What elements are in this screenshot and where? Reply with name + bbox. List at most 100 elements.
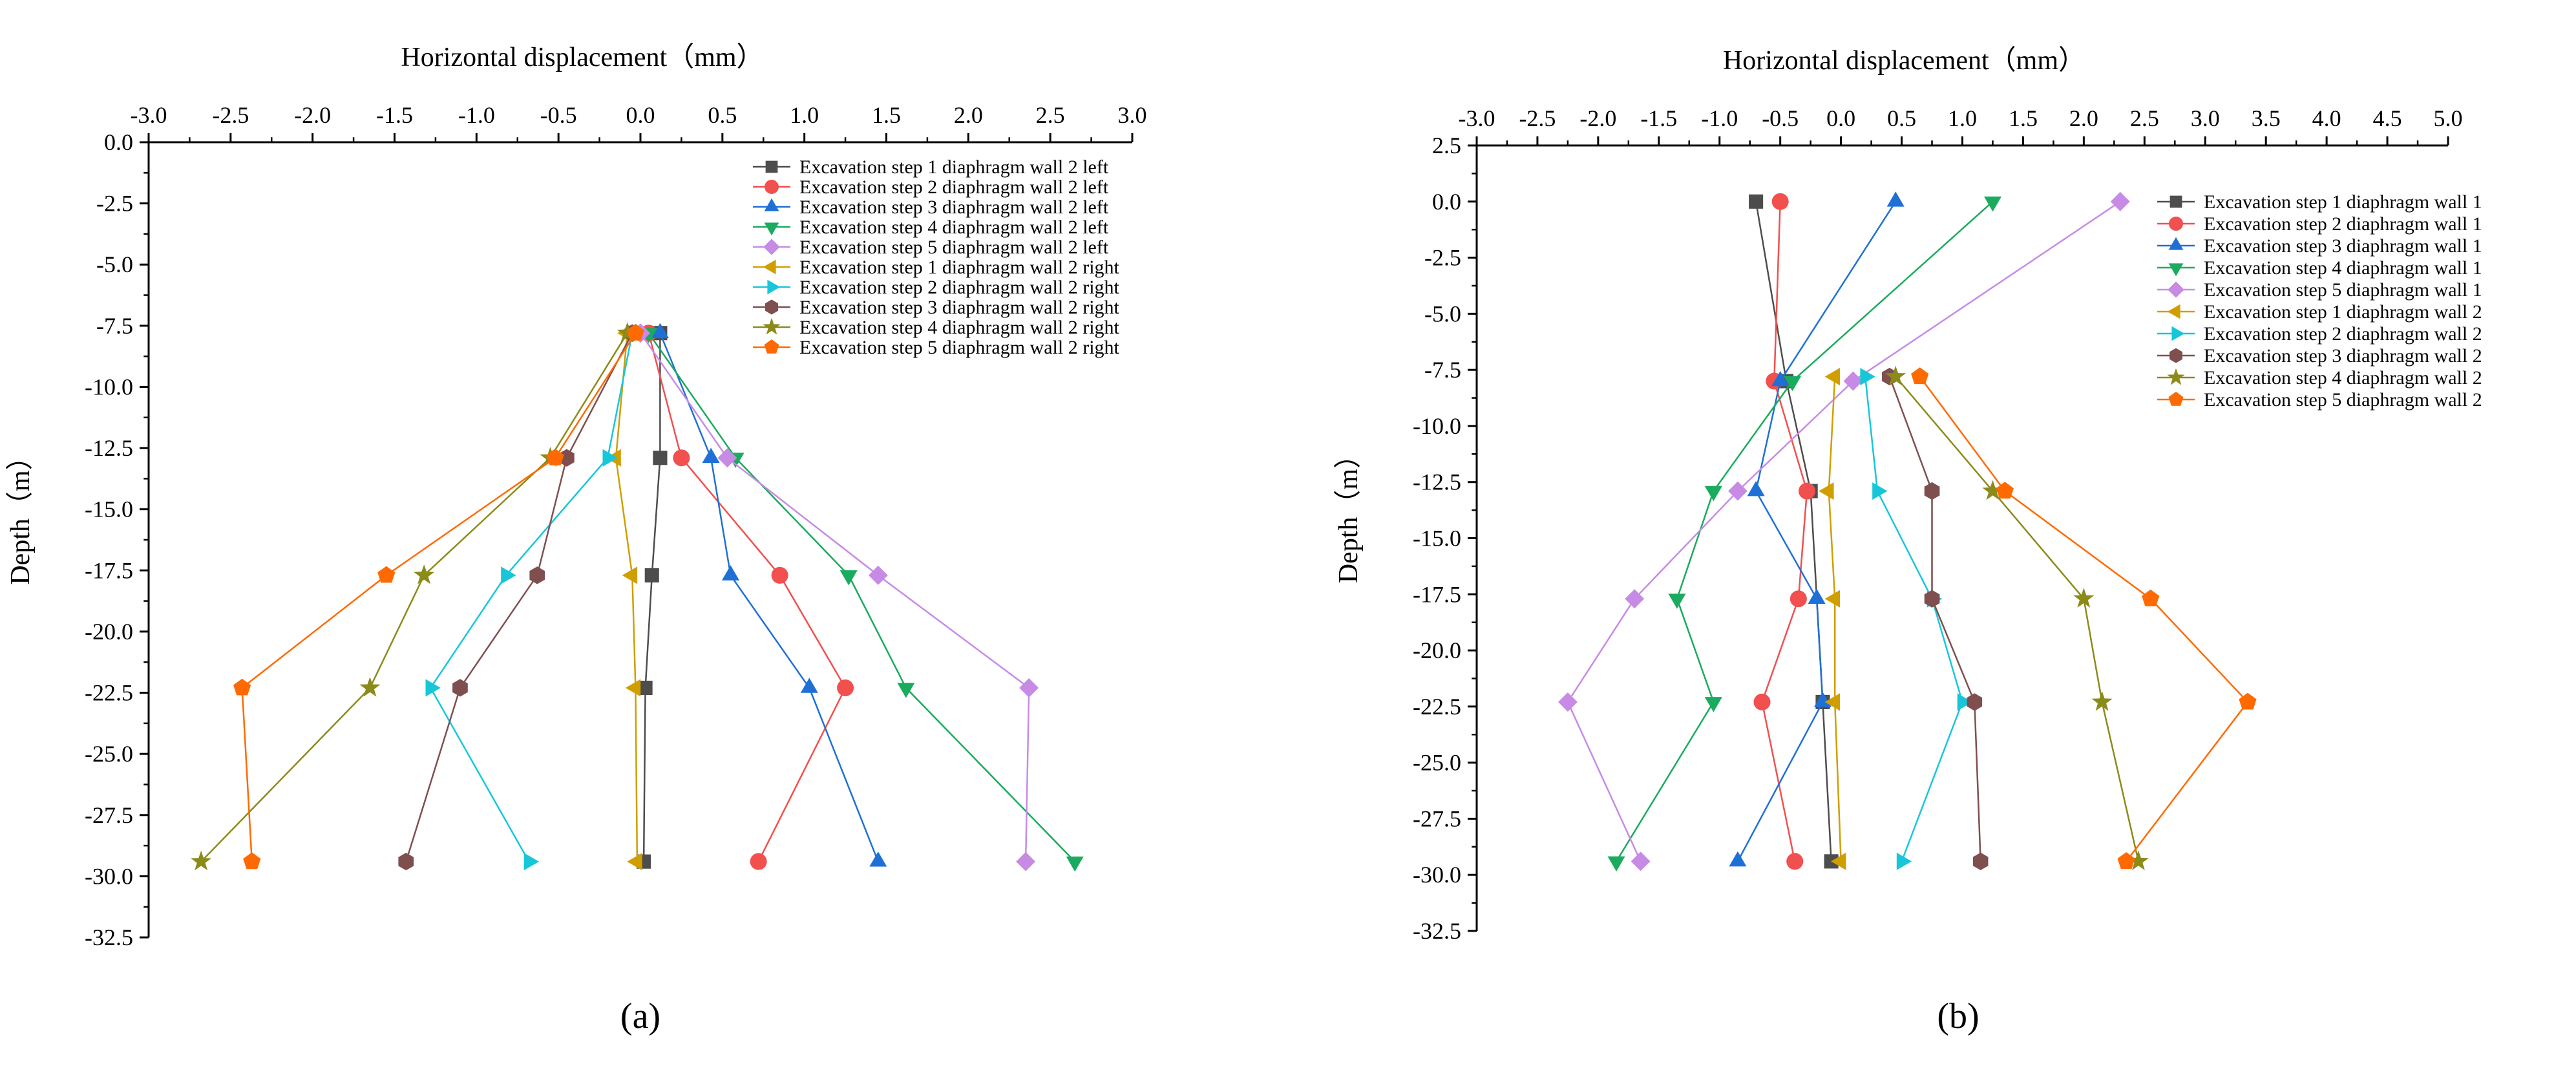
legend-item: Excavation step 2 diaphragm wall 2 left [753, 176, 1109, 198]
legend-item: Excavation step 3 diaphragm wall 2 left [753, 197, 1109, 218]
legend-label: Excavation step 3 diaphragm wall 1 [2204, 235, 2482, 257]
legend-marker [2167, 368, 2185, 385]
series-line [659, 332, 879, 862]
data-point [1729, 851, 1747, 867]
data-point [233, 678, 251, 696]
legend-label: Excavation step 2 diaphragm wall 2 left [799, 176, 1109, 198]
legend-item: Excavation step 4 diaphragm wall 2 [2157, 367, 2482, 389]
legend-label: Excavation step 2 diaphragm wall 2 [2204, 323, 2482, 345]
series-line [1919, 376, 2249, 862]
legend-label: Excavation step 5 diaphragm wall 1 [2204, 279, 2482, 301]
data-point [529, 566, 545, 584]
series-line [642, 333, 661, 862]
legend-item: Excavation step 5 diaphragm wall 2 left [753, 237, 1109, 258]
x-tick-label: -1.0 [1701, 105, 1738, 131]
series-9 [191, 322, 638, 871]
legend-label: Excavation step 1 diaphragm wall 2 right [799, 257, 1120, 278]
data-point [1771, 370, 1789, 387]
series-6 [1819, 368, 1846, 870]
y-tick-label: -32.5 [85, 924, 133, 950]
data-point [622, 566, 638, 584]
legend-item: Excavation step 2 diaphragm wall 2 [2157, 323, 2482, 345]
data-point [191, 850, 212, 871]
series-line [429, 332, 633, 862]
y-tick-label: -17.5 [85, 557, 133, 583]
x-tick-label: 1.5 [872, 102, 901, 128]
legend-marker [2168, 237, 2184, 250]
legend-item: Excavation step 1 diaphragm wall 2 [2157, 301, 2482, 323]
legend-label: Excavation step 4 diaphragm wall 2 right [799, 317, 1120, 338]
legend-item: Excavation step 5 diaphragm wall 2 [2157, 389, 2482, 411]
y-tick-label: -30.0 [1413, 862, 1461, 888]
legend-marker [765, 160, 778, 173]
legend-marker [2168, 281, 2184, 298]
series-line [1864, 376, 1963, 862]
x-tick-label: 1.0 [790, 102, 819, 128]
panel-label: (a) [620, 996, 660, 1036]
series-line [200, 332, 628, 862]
y-tick-label: -7.5 [96, 313, 133, 339]
legend-marker [765, 180, 779, 194]
x-tick-label: 2.0 [2069, 105, 2098, 131]
legend-label: Excavation step 2 diaphragm wall 1 [2204, 213, 2482, 235]
legend-marker [2167, 304, 2180, 319]
series-line [405, 332, 633, 862]
series-10 [233, 323, 644, 870]
x-axis-title: Horizontal displacement（mm） [1723, 46, 2085, 76]
data-point [1831, 852, 1846, 870]
data-point [617, 322, 638, 342]
legend-label: Excavation step 4 diaphragm wall 2 left [799, 217, 1109, 238]
x-tick-label: -0.5 [1762, 105, 1799, 131]
data-point [2073, 588, 2095, 608]
y-tick-label: -5.0 [96, 251, 133, 277]
legend-label: Excavation step 5 diaphragm wall 2 [2204, 389, 2482, 411]
data-point [868, 565, 888, 585]
legend-label: Excavation step 3 diaphragm wall 2 right [799, 297, 1120, 318]
data-point [627, 853, 642, 871]
data-point [523, 853, 540, 871]
x-tick-label: 0.5 [1887, 105, 1916, 131]
data-point [546, 448, 564, 465]
panel-b: -3.0 -2.5 -2.0 -1.5 -1.0 -0.5 0.0 0.5 1.0 1.5 2.0 2… [1334, 46, 2482, 1036]
data-point [1808, 588, 1826, 604]
x-tick-label: -1.0 [458, 102, 495, 128]
series-line [1567, 200, 2121, 862]
legend-label: Excavation step 4 diaphragm wall 1 [2204, 257, 2482, 279]
x-tick-label: -3.0 [1459, 105, 1495, 131]
data-point [653, 451, 668, 465]
legend-label: Excavation step 1 diaphragm wall 1 [2204, 191, 2482, 213]
legend-item: Excavation step 3 diaphragm wall 2 right [753, 297, 1120, 318]
x-tick-label: -2.5 [212, 102, 249, 128]
data-point [771, 566, 788, 584]
data-point [2117, 852, 2135, 869]
data-point [1704, 486, 1722, 502]
y-tick-label: -15.0 [85, 497, 133, 522]
data-point [1885, 365, 1906, 386]
x-tick-label: -0.5 [540, 102, 577, 128]
legend-item: Excavation step 4 diaphragm wall 2 left [753, 217, 1109, 238]
legend-marker [764, 222, 779, 236]
data-point [1872, 482, 1888, 500]
series-line [1755, 201, 1832, 862]
data-point [1886, 191, 1905, 207]
data-point [1558, 692, 1578, 712]
legend-marker [765, 299, 778, 315]
legend: Excavation step 1 diaphragm wall 2 leftE… [753, 156, 1120, 358]
data-point [1843, 371, 1863, 391]
y-tick-label: -32.5 [1413, 918, 1461, 944]
y-tick-label: 0.0 [1432, 189, 1461, 215]
y-tick-label: 2.5 [1432, 133, 1461, 158]
data-point [1996, 482, 2014, 499]
legend-item: Excavation step 1 diaphragm wall 1 [2157, 191, 2482, 213]
data-point [452, 679, 468, 697]
x-tick-label: -3.0 [131, 102, 167, 128]
data-point [1911, 367, 1929, 385]
data-point [897, 683, 915, 698]
data-point [1967, 693, 1983, 711]
series-line [1828, 376, 1842, 862]
data-point [625, 679, 641, 697]
data-point [1789, 590, 1807, 608]
legend-marker [763, 239, 780, 255]
data-point [1747, 481, 1765, 497]
series-1 [1749, 194, 1839, 869]
